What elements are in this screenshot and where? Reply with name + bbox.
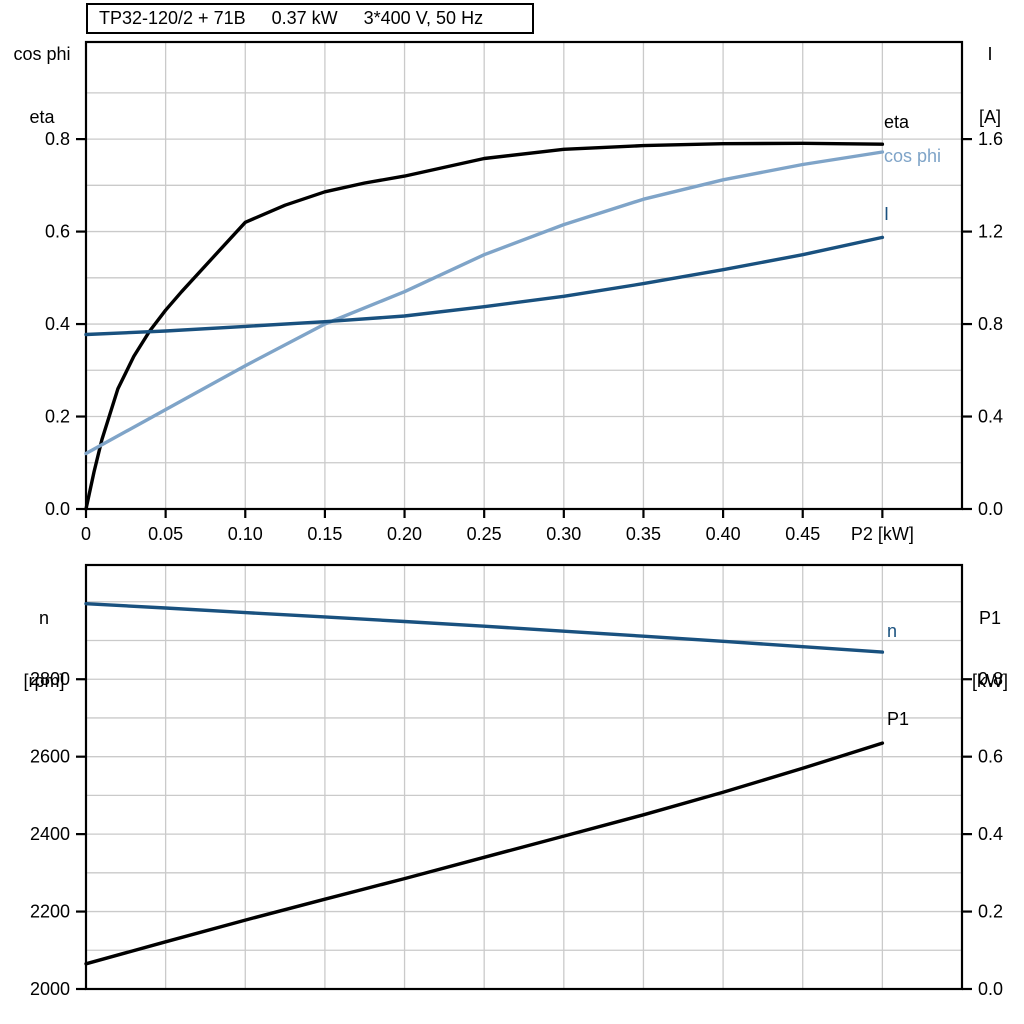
x-axis-label: P2 [kW] — [851, 524, 914, 544]
right-axis-tick-label: 1.2 — [978, 222, 1003, 242]
series-curve-eta — [84, 141, 885, 511]
right-axis-tick-label: 0.4 — [978, 407, 1003, 427]
left-axis-tick-label: 0.8 — [45, 129, 70, 149]
series-curve-P1 — [84, 741, 885, 966]
axis-title-eta: eta — [29, 107, 55, 127]
left-axis-tick-label: 0.6 — [45, 222, 70, 242]
left-axis-tick-label: 0.0 — [45, 499, 70, 519]
right-axis-tick-label: 0.8 — [978, 314, 1003, 334]
axis-title-current: I — [987, 44, 993, 64]
bottom-left-axis-title: n [rpm] — [6, 566, 82, 734]
x-axis-tick-label: 0.45 — [785, 524, 820, 544]
series-curve-I — [84, 235, 885, 337]
bottom-right-axis-title: P1 [kW] — [958, 566, 1022, 734]
top-left-axis-title: cos phi eta — [2, 2, 82, 170]
right-axis-tick-label: 0.8 — [978, 669, 1003, 689]
top-right-axis-title: I [A] — [958, 2, 1022, 170]
series-curve-n — [84, 602, 885, 654]
pump-power: 0.37 kW — [271, 8, 338, 28]
axis-title-speed-unit: [rpm] — [23, 671, 65, 691]
x-axis-tick-label: 0.35 — [626, 524, 661, 544]
curve-label-eta: eta — [884, 112, 910, 132]
right-axis-tick-label: 0.0 — [978, 979, 1003, 999]
x-axis-tick-label: 0.10 — [228, 524, 263, 544]
axis-title-p1-unit: [kW] — [972, 671, 1008, 691]
left-axis-tick-label: 2800 — [30, 669, 70, 689]
curve-label-p1: P1 — [887, 709, 910, 729]
left-axis-tick-label: 2600 — [30, 747, 70, 767]
x-axis-tick-label: 0.30 — [546, 524, 581, 544]
curve-label-cosphi: cos phi — [884, 146, 942, 166]
left-axis-tick-label: 2200 — [30, 902, 70, 922]
right-axis-tick-label: 0.2 — [978, 902, 1003, 922]
axis-title-p1: P1 — [978, 608, 1002, 628]
x-axis-tick-label: 0.20 — [387, 524, 422, 544]
right-axis-tick-label: 1.6 — [978, 129, 1003, 149]
x-axis-tick-label: 0 — [81, 524, 91, 544]
axis-title-current-unit: [A] — [978, 107, 1001, 127]
curve-label-current: I — [884, 204, 890, 224]
left-axis-tick-label: 0.2 — [45, 407, 70, 427]
left-axis-tick-label: 2000 — [30, 979, 70, 999]
left-axis-tick-label: 2400 — [30, 824, 70, 844]
x-axis-tick-label: 0.05 — [148, 524, 183, 544]
x-axis-tick-label: 0.15 — [307, 524, 342, 544]
axis-title-cosphi: cos phi — [13, 44, 71, 64]
x-axis-tick-label: 0.25 — [467, 524, 502, 544]
x-axis-tick-label: 0.40 — [706, 524, 741, 544]
right-axis-tick-label: 0.0 — [978, 499, 1003, 519]
left-axis-tick-label: 0.4 — [45, 314, 70, 334]
curve-label-speed: n — [887, 621, 898, 641]
chart-title-box: TP32-120/2 + 71B 0.37 kW 3*400 V, 50 Hz — [86, 3, 534, 34]
right-axis-tick-label: 0.6 — [978, 747, 1003, 767]
plot-frame — [84, 40, 964, 511]
series-curve-cos-phi — [84, 150, 885, 456]
pump-supply: 3*400 V, 50 Hz — [363, 8, 484, 28]
pump-model: TP32-120/2 + 71B — [99, 8, 246, 28]
plot-frame — [84, 563, 964, 991]
right-axis-tick-label: 0.4 — [978, 824, 1003, 844]
axis-title-speed: n — [38, 608, 49, 628]
